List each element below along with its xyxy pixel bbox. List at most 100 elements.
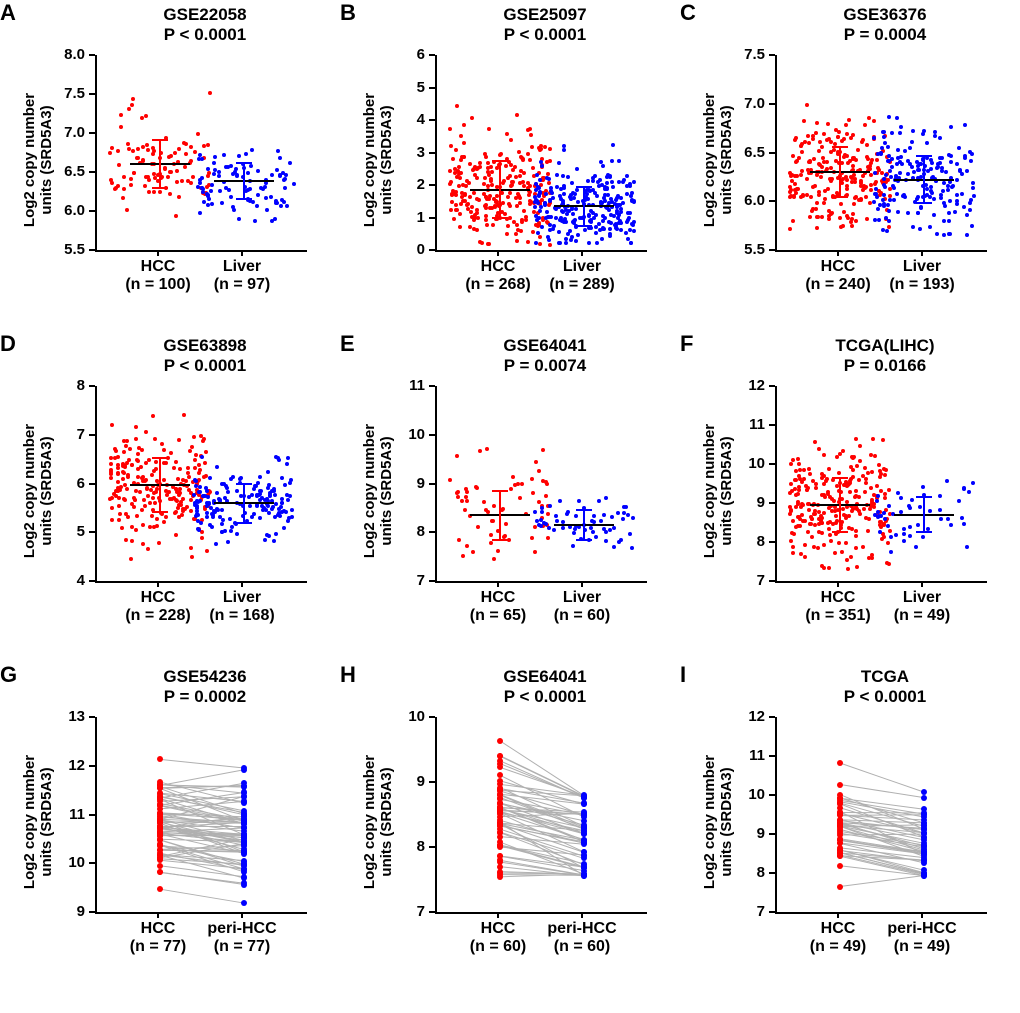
data-point xyxy=(960,172,964,176)
data-point xyxy=(545,176,549,180)
data-point xyxy=(939,517,943,521)
data-point xyxy=(252,487,256,491)
group-name: peri-HCC xyxy=(207,920,276,937)
data-point xyxy=(914,545,918,549)
data-point xyxy=(921,535,925,539)
xtick-mark xyxy=(581,581,583,587)
data-point xyxy=(968,150,972,154)
paired-lines xyxy=(437,717,647,912)
data-point xyxy=(969,159,973,163)
xtick-mark xyxy=(157,912,159,918)
data-point xyxy=(229,195,233,199)
data-point xyxy=(827,467,831,471)
data-point xyxy=(177,195,181,199)
data-point xyxy=(796,515,800,519)
data-point xyxy=(218,189,222,193)
group-name: HCC xyxy=(821,258,856,275)
data-point xyxy=(273,217,277,221)
group-name: HCC xyxy=(141,920,176,937)
data-point xyxy=(921,485,925,489)
data-point xyxy=(594,231,598,235)
data-point xyxy=(196,527,200,531)
data-point xyxy=(628,228,632,232)
data-point xyxy=(953,210,957,214)
data-point xyxy=(283,186,287,190)
data-point xyxy=(921,871,927,877)
data-point xyxy=(540,225,544,229)
ytick-mark xyxy=(769,541,775,543)
data-point xyxy=(926,527,930,531)
data-point xyxy=(465,490,469,494)
data-point xyxy=(461,199,465,203)
data-point xyxy=(842,483,846,487)
ytick-mark xyxy=(769,200,775,202)
data-point xyxy=(581,873,587,879)
data-point xyxy=(827,506,831,510)
data-point xyxy=(117,163,121,167)
data-point xyxy=(150,514,154,518)
data-point xyxy=(625,174,629,178)
data-point xyxy=(153,437,157,441)
x-category-label: Liver(n = 49) xyxy=(867,589,977,625)
xtick-mark xyxy=(921,250,923,256)
data-point xyxy=(218,515,222,519)
data-point xyxy=(604,496,608,500)
ytick-mark xyxy=(429,249,435,251)
ytick-label: 6.0 xyxy=(729,192,765,209)
data-point xyxy=(965,213,969,217)
data-point xyxy=(628,532,632,536)
data-point xyxy=(971,181,975,185)
data-point xyxy=(885,229,889,233)
data-point xyxy=(822,474,826,478)
ytick-mark xyxy=(769,54,775,56)
data-point xyxy=(829,179,833,183)
data-point xyxy=(140,448,144,452)
data-point xyxy=(875,484,879,488)
data-point xyxy=(258,475,262,479)
data-point xyxy=(875,499,879,503)
ytick-mark xyxy=(769,872,775,874)
data-point xyxy=(576,233,580,237)
data-point xyxy=(587,214,591,218)
xtick-mark xyxy=(581,912,583,918)
data-point xyxy=(510,183,514,187)
data-point xyxy=(888,169,892,173)
data-point xyxy=(619,210,623,214)
data-point xyxy=(241,869,247,875)
data-point xyxy=(815,226,819,230)
data-point xyxy=(811,185,815,189)
data-point xyxy=(574,207,578,211)
data-point xyxy=(268,491,272,495)
data-point xyxy=(809,195,813,199)
data-point xyxy=(962,486,966,490)
x-category-label: Liver(n = 289) xyxy=(527,258,637,294)
data-point xyxy=(475,208,479,212)
data-point xyxy=(827,566,831,570)
ytick-label: 8 xyxy=(49,377,85,394)
data-point xyxy=(476,166,480,170)
data-point xyxy=(851,212,855,216)
data-point xyxy=(448,169,452,173)
xtick-mark xyxy=(157,581,159,587)
data-point xyxy=(555,519,559,523)
plot-area xyxy=(435,386,647,583)
data-point xyxy=(186,466,190,470)
data-point xyxy=(157,796,163,802)
data-point xyxy=(789,482,793,486)
data-point xyxy=(220,482,224,486)
data-point xyxy=(870,470,874,474)
data-point xyxy=(892,186,896,190)
data-point xyxy=(571,220,575,224)
data-point xyxy=(912,170,916,174)
data-point xyxy=(540,164,544,168)
data-point xyxy=(241,800,247,806)
data-point xyxy=(290,508,294,512)
data-point xyxy=(132,505,136,509)
data-point xyxy=(915,197,919,201)
data-point xyxy=(546,536,550,540)
data-point xyxy=(916,168,920,172)
data-point xyxy=(241,821,247,827)
data-point xyxy=(854,158,858,162)
data-point xyxy=(792,532,796,536)
data-point xyxy=(508,204,512,208)
